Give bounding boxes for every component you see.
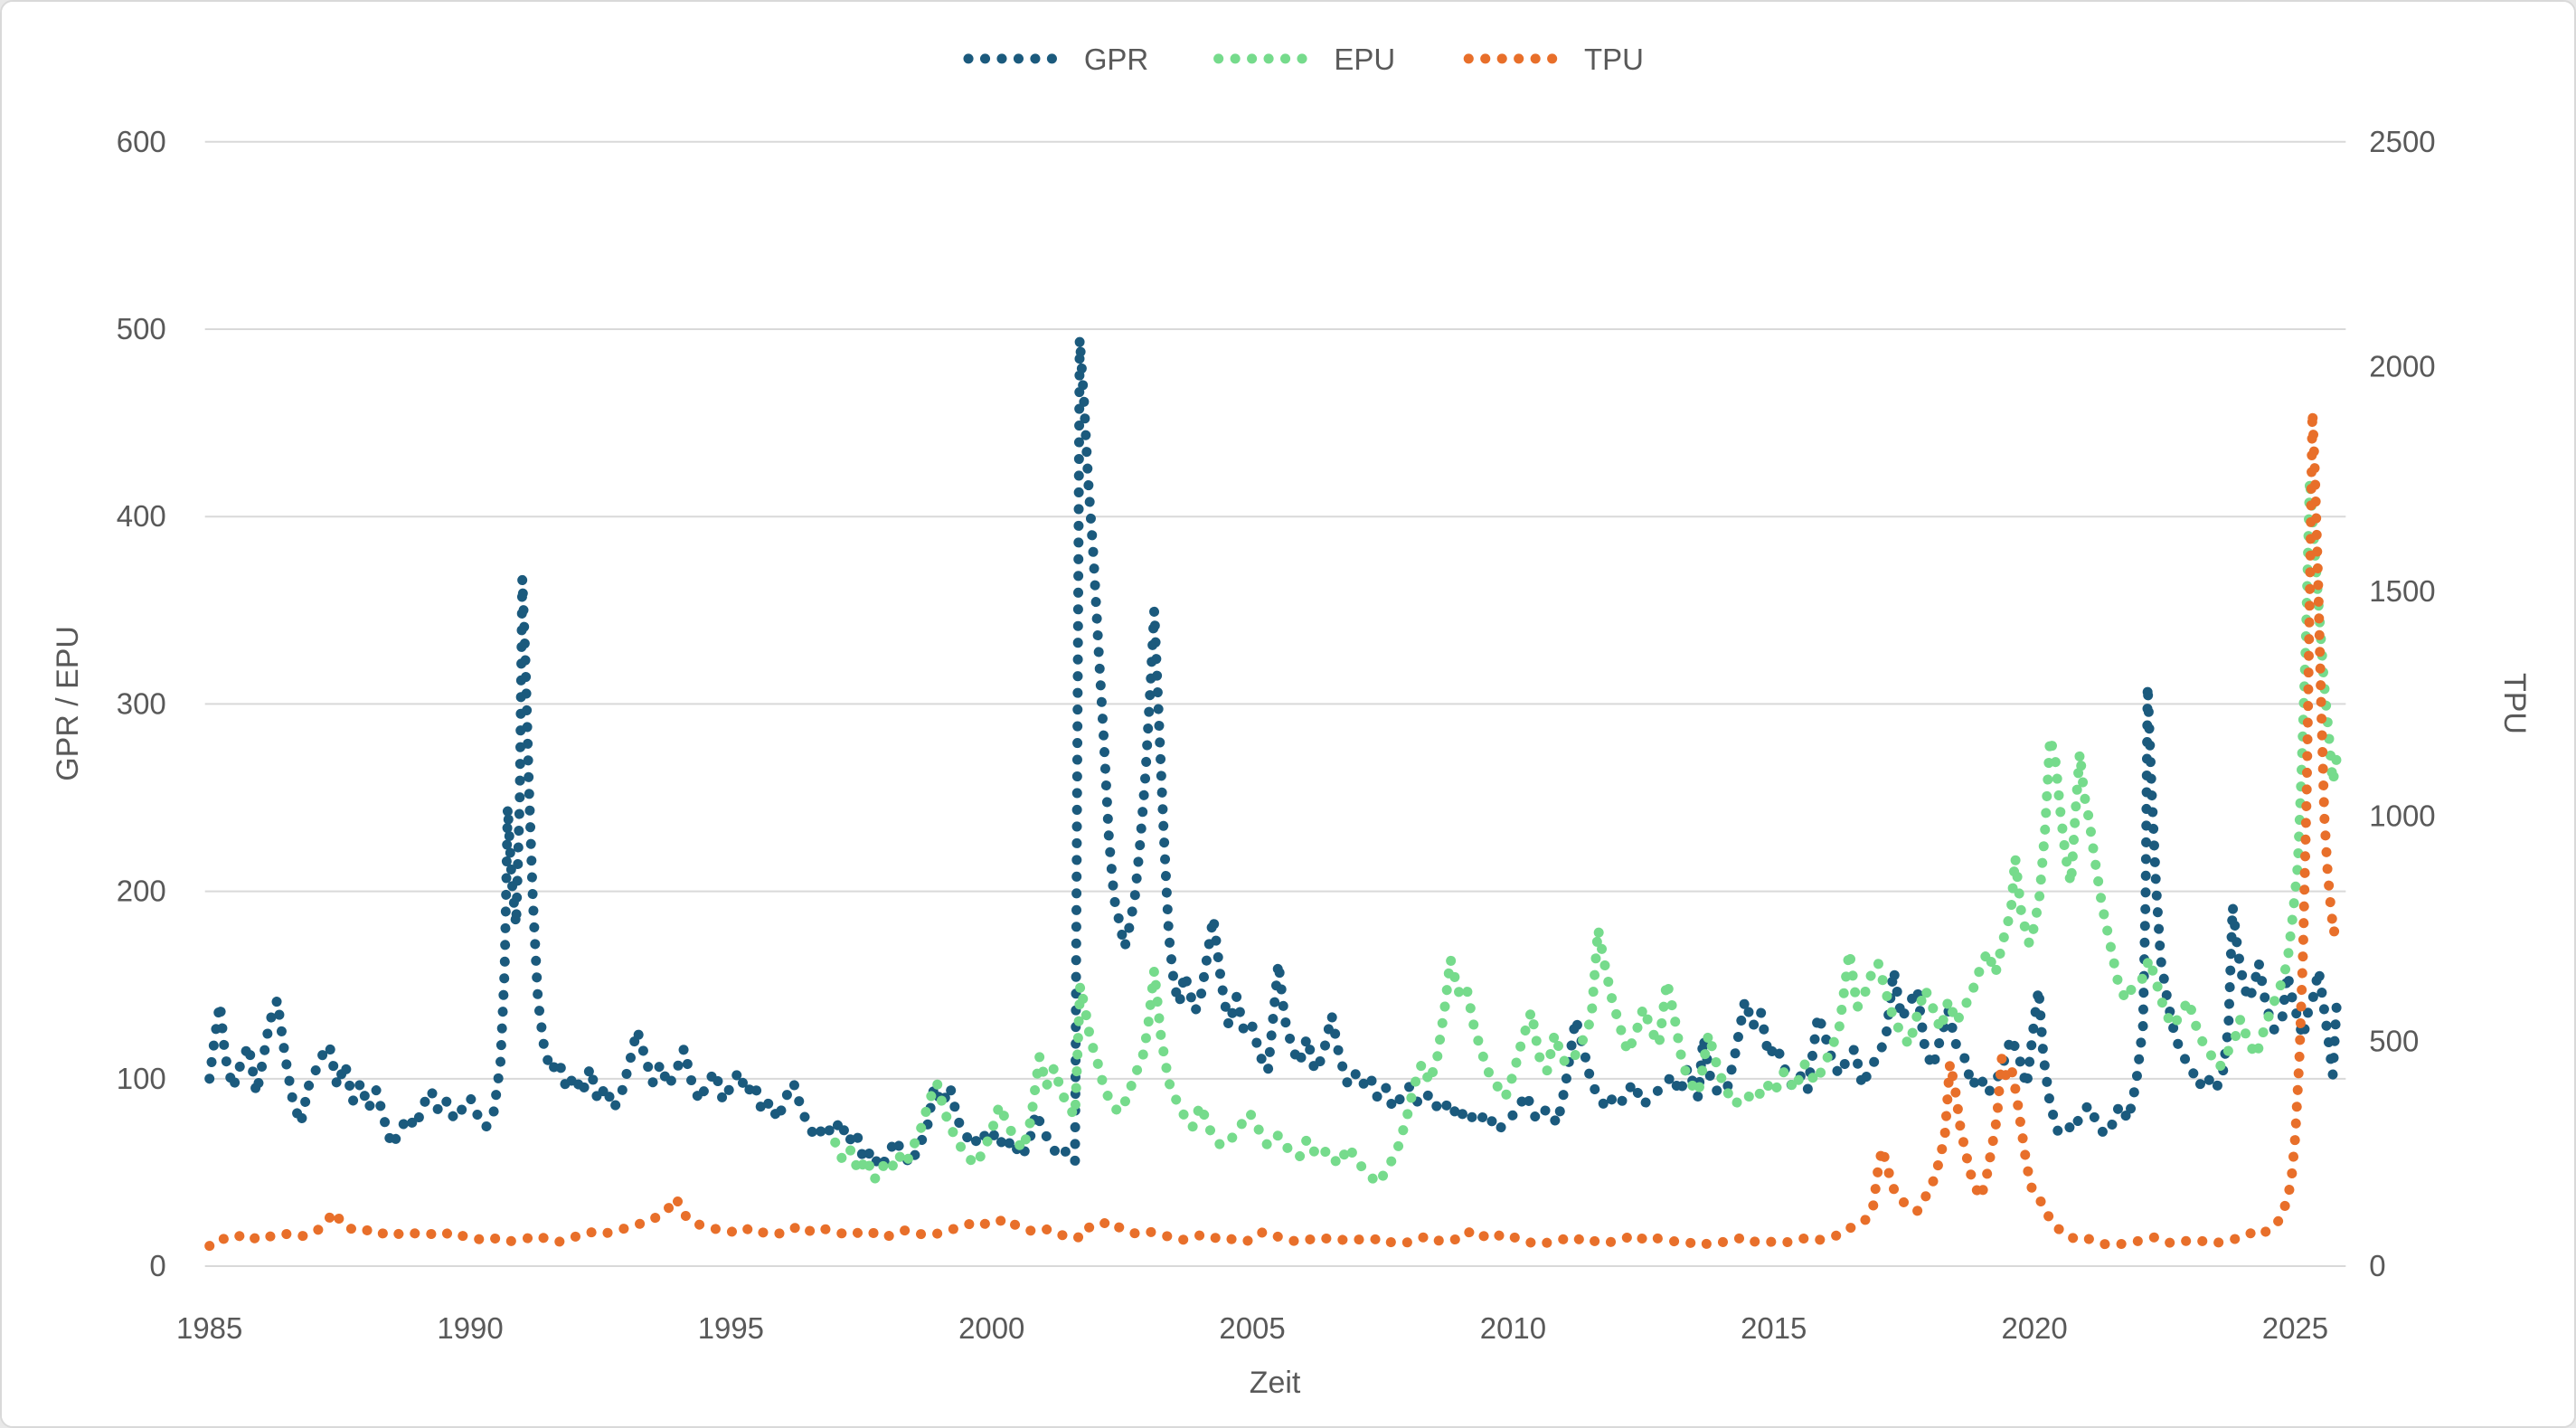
x-axis-tick-label: 2000 xyxy=(958,1311,1024,1345)
y-right-tick-label: 1500 xyxy=(2369,574,2435,608)
x-axis-title: Zeit xyxy=(1250,1366,1301,1400)
legend-item-tpu: TPU xyxy=(1463,43,1644,76)
legend-label-tpu: TPU xyxy=(1584,43,1644,76)
series-layer xyxy=(204,333,2343,1252)
y-left-tick-label: 300 xyxy=(117,686,166,720)
x-axis-tick-label: 1990 xyxy=(437,1311,503,1345)
y-right-tick-label: 2000 xyxy=(2369,349,2435,383)
x-axis-tick-label: 2025 xyxy=(2262,1311,2328,1345)
x-axis-tick-label: 2015 xyxy=(1741,1311,1807,1345)
gridlines xyxy=(204,140,2346,1268)
y-left-tick-label: 400 xyxy=(117,499,166,533)
y-right-tick-label: 500 xyxy=(2369,1024,2419,1057)
y-left-tick-label: 100 xyxy=(117,1062,166,1095)
y-right-tick-label: 2500 xyxy=(2369,125,2435,158)
x-axis-tick-label: 2005 xyxy=(1219,1311,1285,1345)
x-axis-tick-label: 1985 xyxy=(176,1311,242,1345)
y-left-axis-title: GPR / EPU xyxy=(51,626,85,781)
x-axis-tick-label: 1995 xyxy=(698,1311,764,1345)
y-left-tick-label: 0 xyxy=(149,1249,165,1282)
y-right-axis-title: TPU xyxy=(2497,673,2532,734)
y-left-tick-label: 200 xyxy=(117,875,166,908)
legend-item-epu: EPU xyxy=(1213,43,1395,76)
legend-label-epu: EPU xyxy=(1334,43,1395,76)
x-axis-tick-label: 2020 xyxy=(2001,1311,2067,1345)
x-axis-tick-label: 2010 xyxy=(1480,1311,1546,1345)
legend: GPR EPU TPU xyxy=(963,43,1644,76)
y-right-tick-label: 1000 xyxy=(2369,799,2435,833)
y-left-tick-label: 600 xyxy=(117,125,166,158)
legend-item-gpr: GPR xyxy=(963,43,1148,76)
series-path-epu xyxy=(830,474,2343,1189)
legend-label-gpr: GPR xyxy=(1084,43,1148,76)
series-path-gpr xyxy=(204,333,2343,1174)
tick-labels: 0 100 200 300 400 500 600 0 500 1000 1500 2000 2500 1… xyxy=(117,125,2436,1345)
y-right-tick-label: 0 xyxy=(2369,1249,2385,1282)
y-left-tick-label: 500 xyxy=(117,312,166,345)
series-path-tpu xyxy=(204,406,2343,1252)
